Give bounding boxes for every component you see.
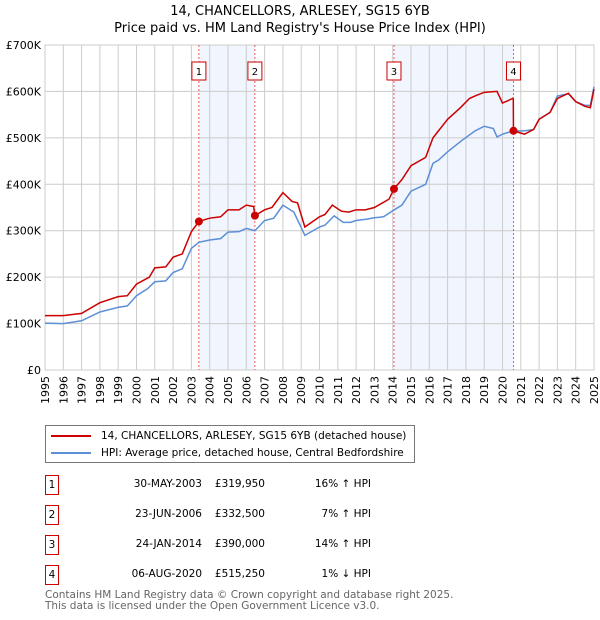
y-tick-label: £400K — [6, 178, 42, 191]
x-tick-label: 2000 — [131, 376, 144, 404]
x-tick-label: 2010 — [314, 376, 327, 404]
y-tick-label: £200K — [6, 271, 42, 284]
x-tick-label: 1998 — [94, 376, 107, 404]
sale-number: 1 — [45, 475, 59, 495]
sale-point — [250, 211, 259, 220]
sale-point — [509, 126, 518, 135]
sale-hpi: 14% ↑ HPI — [314, 538, 371, 550]
sale-label-box — [505, 61, 521, 81]
series-line — [44, 86, 595, 325]
x-tick-label: 2015 — [405, 376, 418, 404]
x-tick-label: 2022 — [533, 376, 546, 404]
y-tick-label: £0 — [27, 364, 41, 377]
legend-item-property: 14, CHANCELLORS, ARLESEY, SG15 6YB (deta… — [51, 428, 406, 444]
x-tick-label: 2011 — [332, 376, 345, 404]
legend-swatch-blue — [51, 452, 91, 454]
sale-hpi: 1% ↓ HPI — [321, 568, 371, 580]
sale-row: 3 24-JAN-2014 £390,000 14% ↑ HPI — [45, 535, 385, 557]
x-tick-label: 2006 — [240, 376, 253, 404]
chart-title: 14, CHANCELLORS, ARLESEY, SG15 6YB — [170, 4, 430, 19]
sale-number: 3 — [45, 535, 59, 555]
x-tick-label: 2005 — [222, 376, 235, 404]
sale-price: £319,950 — [214, 478, 265, 490]
price-chart: 1995 1996 1997 1998 1999 2000 2001 2002 2003 2004… — [6, 39, 600, 404]
sale-row: 4 06-AUG-2020 £515,250 1% ↓ HPI — [45, 565, 385, 587]
sale-date: 24-JAN-2014 — [135, 538, 202, 550]
x-tick-label: 1995 — [39, 376, 52, 404]
x-tick-label: 2014 — [387, 376, 400, 404]
x-tick-label: 2025 — [588, 376, 600, 404]
sale-hpi: 16% ↑ HPI — [314, 478, 371, 490]
x-tick-label: 2019 — [478, 376, 491, 404]
legend-label: HPI: Average price, detached house, Cent… — [101, 447, 404, 459]
sale-row: 1 30-MAY-2003 £319,950 16% ↑ HPI — [45, 475, 385, 497]
sale-label: 3 — [391, 67, 397, 78]
sale-label: 1 — [196, 67, 202, 78]
chart-subtitle: Price paid vs. HM Land Registry's House … — [114, 21, 486, 36]
x-tick-label: 2004 — [204, 376, 217, 404]
x-tick-label: 2003 — [185, 376, 198, 404]
footer-line: Contains HM Land Registry data © Crown c… — [45, 589, 454, 601]
footer-line: This data is licensed under the Open Gov… — [45, 600, 380, 612]
x-tick-label: 2012 — [350, 376, 363, 404]
sale-point — [389, 184, 398, 193]
x-tick-label: 2008 — [277, 376, 290, 404]
legend-item-hpi: HPI: Average price, detached house, Cent… — [51, 445, 404, 461]
sale-number: 4 — [45, 565, 59, 585]
sale-row: 2 23-JUN-2006 £332,500 7% ↑ HPI — [45, 505, 385, 527]
sale-date: 30-MAY-2003 — [133, 478, 202, 490]
sale-hpi: 7% ↑ HPI — [321, 508, 371, 520]
x-tick-label: 1997 — [76, 376, 89, 404]
footer: Contains HM Land Registry data © Crown c… — [45, 590, 453, 612]
x-tick-label: 2020 — [497, 376, 510, 404]
legend: 14, CHANCELLORS, ARLESEY, SG15 6YB (deta… — [45, 425, 415, 463]
x-tick-label: 2017 — [442, 376, 455, 404]
sale-label-box — [191, 61, 207, 81]
x-tick-label: 1996 — [57, 376, 70, 404]
y-tick-label: £500K — [6, 132, 42, 145]
x-tick-label: 2002 — [167, 376, 180, 404]
legend-label: 14, CHANCELLORS, ARLESEY, SG15 6YB (deta… — [101, 430, 407, 442]
shaded-range — [393, 45, 514, 370]
sale-number: 2 — [45, 505, 59, 525]
sale-date: 23-JUN-2006 — [135, 508, 202, 520]
legend-swatch-red — [51, 435, 91, 437]
sale-date: 06-AUG-2020 — [131, 568, 202, 580]
x-tick-label: 2024 — [570, 376, 583, 404]
y-tick-label: £300K — [6, 225, 42, 238]
sale-label: 2 — [252, 67, 258, 78]
sale-price: £515,250 — [214, 568, 265, 580]
x-tick-label: 2016 — [423, 376, 436, 404]
sale-label-box — [386, 61, 402, 81]
y-tick-label: £700K — [6, 39, 42, 52]
x-tick-label: 2013 — [368, 376, 381, 404]
shaded-range — [198, 45, 255, 370]
sale-price: £332,500 — [214, 508, 265, 520]
x-tick-label: 2018 — [460, 376, 473, 404]
x-tick-label: 2007 — [259, 376, 272, 404]
x-tick-label: 2009 — [295, 376, 308, 404]
sale-point — [194, 217, 203, 226]
x-tick-label: 2021 — [515, 376, 528, 404]
sale-price: £390,000 — [214, 538, 265, 550]
x-tick-label: 2001 — [149, 376, 162, 404]
y-tick-label: £600K — [6, 85, 42, 98]
y-tick-label: £100K — [6, 318, 42, 331]
sale-label: 4 — [510, 67, 516, 78]
x-tick-label: 1999 — [112, 376, 125, 404]
x-tick-label: 2023 — [551, 376, 564, 404]
sale-label-box — [247, 61, 263, 81]
series-line — [45, 88, 595, 317]
